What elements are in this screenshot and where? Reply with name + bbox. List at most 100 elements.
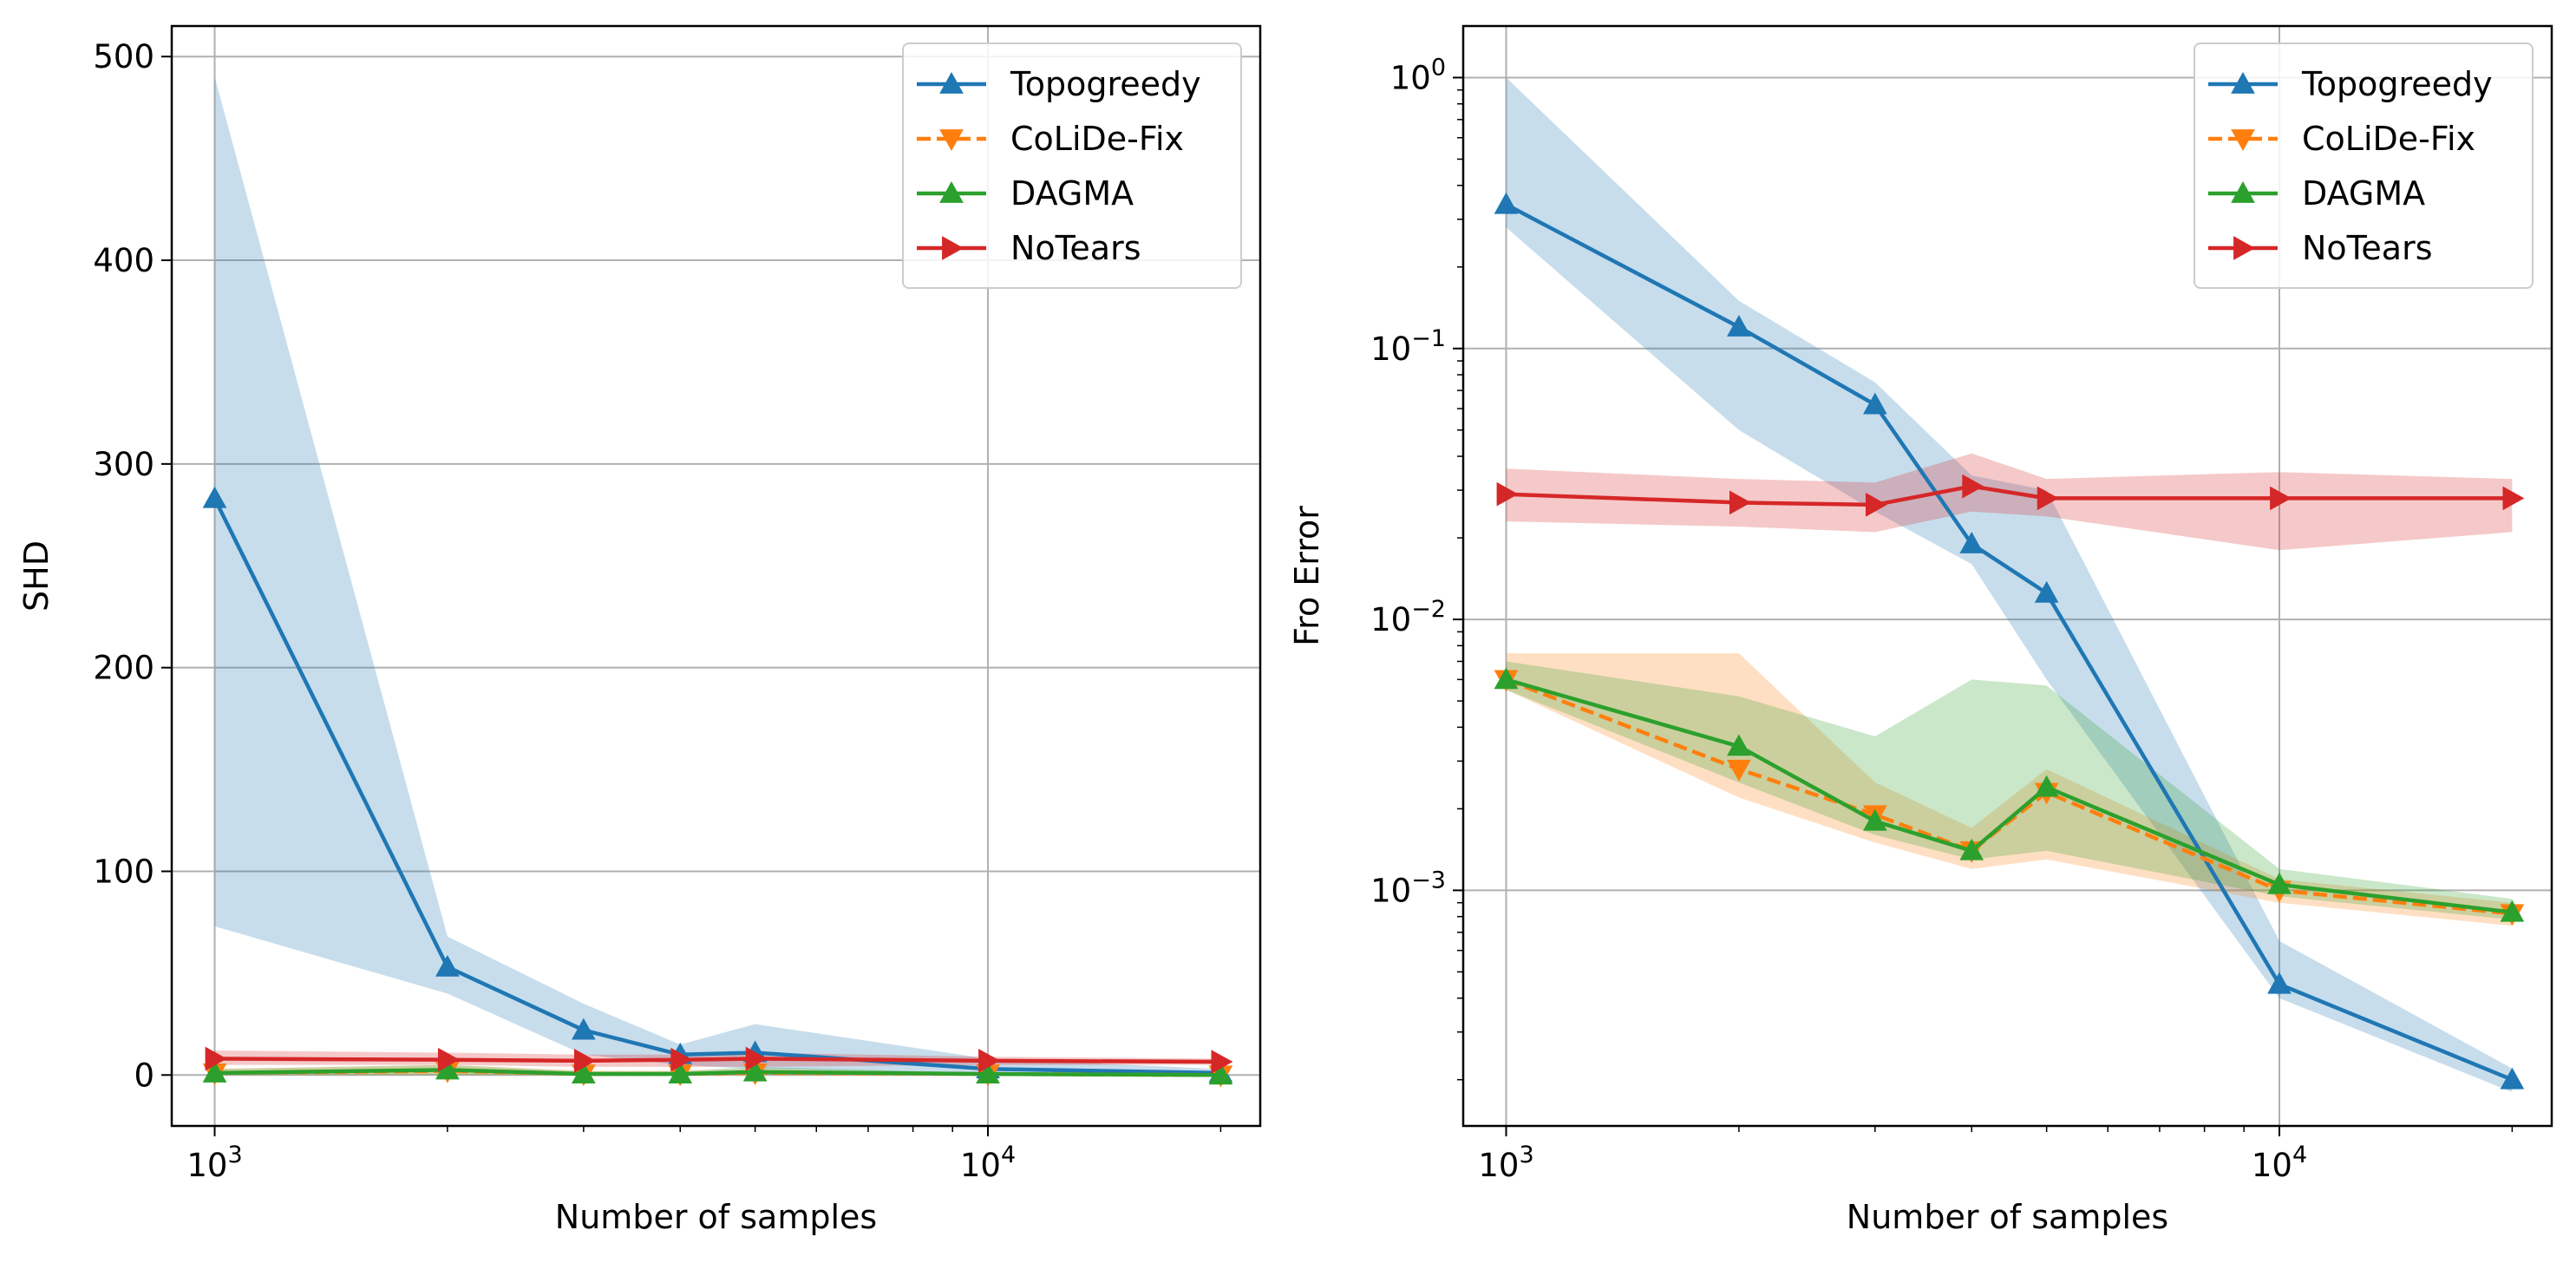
legend-marker [2231,180,2255,203]
data-point [2500,1067,2525,1090]
legend-label: NoTears [1010,229,1141,267]
data-point [2034,580,2059,603]
data-point [1494,667,1519,690]
legend-entry: Topogreedy [2208,65,2493,103]
legend-marker [2233,236,2256,260]
y-tick-label: 10−2 [1370,596,1446,638]
legend-marker [939,129,964,152]
y-tick-label-exp: 0 [1431,54,1446,81]
y-axis-label: Fro Error [1288,506,1326,646]
legend-marker [939,180,964,203]
plot-frame [1461,24,2553,1128]
y-axis-label: SHD [17,540,56,612]
data-point [2502,486,2525,511]
legend-entry: NoTears [917,229,1141,267]
series-notears [205,1046,1233,1074]
data-point [670,1047,693,1072]
data-point [1959,531,1984,553]
y-tick-label: 0 [134,1057,154,1094]
legend-marker [939,71,964,94]
band-dagma [1506,661,2513,920]
data-point [1959,838,1984,861]
data-point [2267,872,2292,894]
x-axis-label: Number of samples [1847,1198,2168,1236]
y-tick-label: 400 [93,242,154,279]
data-point [573,1049,596,1073]
y-tick-label-base: 10 [1370,601,1411,638]
legend-entry: CoLiDe-Fix [2208,120,2475,158]
data-point [1729,490,1751,515]
x-tick-label-exp: 4 [1001,1142,1016,1168]
data-point [1727,734,1751,756]
data-point [2270,486,2292,511]
x-tick-label: 103 [1478,1142,1533,1184]
data-point [2267,972,2292,994]
y-tick-label: 500 [93,38,154,75]
y-tick-label: 10−1 [1370,325,1446,368]
data-point [435,954,460,977]
x-tick-label: 104 [2252,1142,2307,1184]
legend-label: CoLiDe-Fix [1010,120,1184,158]
data-point [1863,808,1887,831]
legend-marker [942,236,964,260]
data-point [1211,1050,1233,1074]
y-tick-label: 100 [1390,54,1446,96]
y-tick-label-base: 10 [1370,872,1411,909]
data-point [742,1059,768,1082]
legend-entry: Topogreedy [917,65,1201,103]
data-point [1865,493,1887,517]
legend: Topogreedy CoLiDe-Fix DAGMA NoTears [902,43,1242,289]
legend-marker [2231,129,2255,152]
y-tick-label: 200 [93,650,154,687]
legend-box [902,43,1242,289]
data-point [1962,474,1984,499]
series-dagma [1494,667,2525,922]
data-point [1727,759,1751,782]
data-point [978,1049,1001,1073]
y-tick-label-exp: −2 [1411,596,1446,623]
legend-label: Topogreedy [2301,65,2493,103]
legend-label: CoLiDe-Fix [2302,120,2475,158]
y-tick-label-exp: −3 [1411,867,1446,893]
plot-frame [170,24,1262,1128]
legend: Topogreedy CoLiDe-Fix DAGMA NoTears [2194,43,2534,289]
data-point [1727,314,1751,337]
series-dagma [202,1057,1233,1085]
data-point [668,1062,693,1084]
band-colide-fix [1506,653,2513,926]
legend-entry: DAGMA [917,174,1134,213]
legend-label: NoTears [2302,229,2433,267]
y-tick-label: 100 [93,853,154,890]
legend-label: DAGMA [1010,174,1134,213]
data-point [572,1018,596,1040]
data-point [2037,486,2059,511]
band-topogreedy [1506,77,2513,1092]
legend-label: DAGMA [2302,174,2425,213]
x-tick-label: 104 [960,1142,1016,1184]
series-notears [1496,474,2525,517]
data-point [202,486,227,508]
x-axis-label: Number of samples [555,1198,877,1236]
x-tick-label-base: 10 [1478,1147,1519,1184]
data-point [2034,775,2059,797]
legend-label: Topogreedy [1010,65,1201,103]
series-lines [202,486,1233,1088]
x-tick-label-base: 10 [2252,1147,2292,1184]
x-tick-label-exp: 4 [2292,1142,2307,1168]
data-point [1208,1063,1233,1085]
y-tick-label-base: 10 [1390,59,1431,96]
x-tick-label-base: 10 [960,1147,1001,1184]
x-tick-label-exp: 3 [227,1142,242,1168]
legend-box [2194,43,2534,289]
data-point [437,1047,460,1072]
x-tick-label: 103 [186,1142,242,1184]
legend-entry: CoLiDe-Fix [917,120,1184,158]
y-tick-label-base: 10 [1370,330,1411,368]
data-point [202,1060,227,1083]
legend-entry: DAGMA [2208,174,2425,213]
data-point [1496,481,1519,507]
y-tick-label-exp: −1 [1411,325,1446,352]
data-point [745,1046,768,1071]
